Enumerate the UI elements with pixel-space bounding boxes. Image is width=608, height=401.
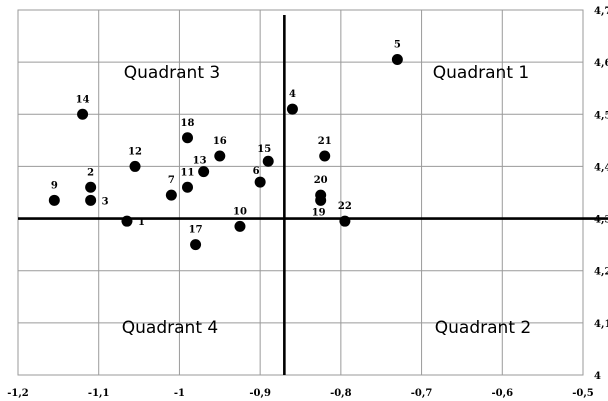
point-label: 22 bbox=[338, 201, 352, 212]
y-tick-label: 4,5 bbox=[594, 110, 608, 121]
data-point bbox=[165, 189, 177, 201]
point-label: 10 bbox=[233, 206, 247, 217]
point-label: 18 bbox=[181, 118, 195, 129]
data-point bbox=[286, 103, 298, 115]
data-point bbox=[77, 108, 89, 120]
plot-frame bbox=[17, 9, 584, 376]
y-tick-label: 4,3 bbox=[594, 215, 608, 226]
data-point bbox=[315, 189, 327, 201]
data-point bbox=[262, 155, 274, 167]
data-point bbox=[121, 215, 133, 227]
data-point bbox=[319, 150, 331, 162]
y-tick-label: 4,2 bbox=[594, 267, 608, 278]
point-label: 6 bbox=[253, 166, 260, 177]
quadrant-label: Quadrant 3 bbox=[124, 63, 220, 83]
data-point bbox=[254, 176, 266, 188]
x-tick-label: -1,1 bbox=[88, 388, 110, 399]
point-label: 1 bbox=[138, 217, 145, 228]
data-point bbox=[214, 150, 226, 162]
data-point bbox=[182, 181, 193, 193]
data-point bbox=[85, 194, 97, 206]
data-point bbox=[182, 132, 193, 144]
point-label: 7 bbox=[168, 175, 175, 186]
point-label: 4 bbox=[289, 89, 296, 100]
y-tick-label: 4,4 bbox=[594, 162, 608, 173]
data-point bbox=[339, 215, 351, 227]
data-point bbox=[234, 220, 246, 232]
point-label: 2 bbox=[87, 167, 94, 178]
point-label: 13 bbox=[193, 156, 207, 167]
x-tick-label: -1 bbox=[174, 388, 185, 399]
x-tick-label: -0,6 bbox=[492, 388, 514, 399]
point-label: 3 bbox=[102, 196, 109, 207]
point-label: 12 bbox=[128, 146, 142, 157]
point-label: 14 bbox=[76, 94, 90, 105]
x-tick-label: -0,8 bbox=[330, 388, 352, 399]
point-label: 5 bbox=[394, 40, 401, 51]
y-tick-label: 4,6 bbox=[594, 58, 608, 69]
data-point bbox=[48, 194, 60, 206]
data-point bbox=[190, 239, 202, 251]
data-point bbox=[198, 166, 210, 178]
y-tick-label: 4,7 bbox=[594, 6, 608, 17]
x-tick-label: -0,5 bbox=[572, 388, 594, 399]
quadrant-label: Quadrant 4 bbox=[122, 318, 218, 338]
point-label: 20 bbox=[314, 175, 328, 186]
axis-tick-labels: -1,2 -1,1 -1 -0,9 -0,8 -0,7 -0,6 -0,544,14,24,3… bbox=[7, 6, 608, 399]
x-tick-label: -0,7 bbox=[411, 388, 433, 399]
data-point bbox=[391, 54, 403, 66]
quadrant-label: Quadrant 2 bbox=[435, 318, 531, 338]
quadrant-labels: Quadrant 3 Quadrant 1 Quadrant 4 Quadrant 2 bbox=[122, 63, 531, 338]
point-label: 15 bbox=[257, 144, 271, 155]
point-label: 9 bbox=[51, 180, 58, 191]
point-label: 21 bbox=[318, 136, 332, 147]
quadrant-dividers bbox=[18, 15, 608, 375]
y-tick-label: 4 bbox=[594, 371, 601, 382]
x-tick-label: -1,2 bbox=[7, 388, 29, 399]
x-tick-label: -0,9 bbox=[249, 388, 271, 399]
point-label: 17 bbox=[189, 225, 203, 236]
y-tick-label: 4,1 bbox=[594, 319, 608, 330]
point-label: 19 bbox=[312, 207, 326, 218]
point-label: 11 bbox=[181, 167, 195, 178]
point-label: 16 bbox=[213, 136, 227, 147]
data-point bbox=[85, 181, 97, 193]
quadrant-label: Quadrant 1 bbox=[433, 63, 529, 83]
data-point bbox=[129, 160, 141, 172]
